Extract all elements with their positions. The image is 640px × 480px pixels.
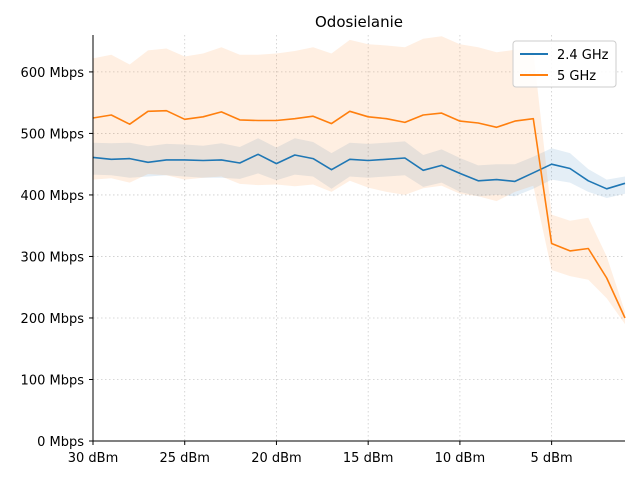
x-tick-label: 30 dBm [68, 451, 119, 466]
series-lines [92, 109, 626, 319]
x-tick-label: 15 dBm [343, 451, 394, 466]
y-tick-label: 600 Mbps [21, 66, 85, 81]
legend-label-2-4-ghz: 2.4 GHz [557, 48, 609, 63]
x-tick-label: 20 dBm [251, 451, 302, 466]
axes [92, 35, 625, 442]
ticks: 0 Mbps 100 Mbps 200 Mbps 300 Mbps 400 Mbps 50… [21, 66, 573, 466]
y-tick-label: 200 Mbps [21, 312, 85, 327]
line-5-ghz [92, 109, 626, 319]
y-tick-label: 300 Mbps [21, 250, 85, 265]
y-tick-label: 0 Mbps [37, 435, 84, 450]
chart-title: Odosielanie [315, 13, 403, 31]
legend: 2.4 GHz 5 GHz [512, 40, 617, 88]
band-5-ghz [93, 36, 625, 325]
y-tick-label: 500 Mbps [21, 127, 85, 142]
confidence-bands [93, 36, 625, 325]
x-tick-label: 25 dBm [159, 451, 210, 466]
y-tick-label: 100 Mbps [21, 373, 85, 388]
x-tick-label: 5 dBm [530, 451, 572, 466]
legend-label-5-ghz: 5 GHz [557, 69, 596, 84]
y-tick-label: 400 Mbps [21, 189, 85, 204]
x-tick-label: 10 dBm [435, 451, 486, 466]
line-2-4-ghz [92, 153, 626, 190]
band-2-4-ghz [93, 138, 625, 198]
